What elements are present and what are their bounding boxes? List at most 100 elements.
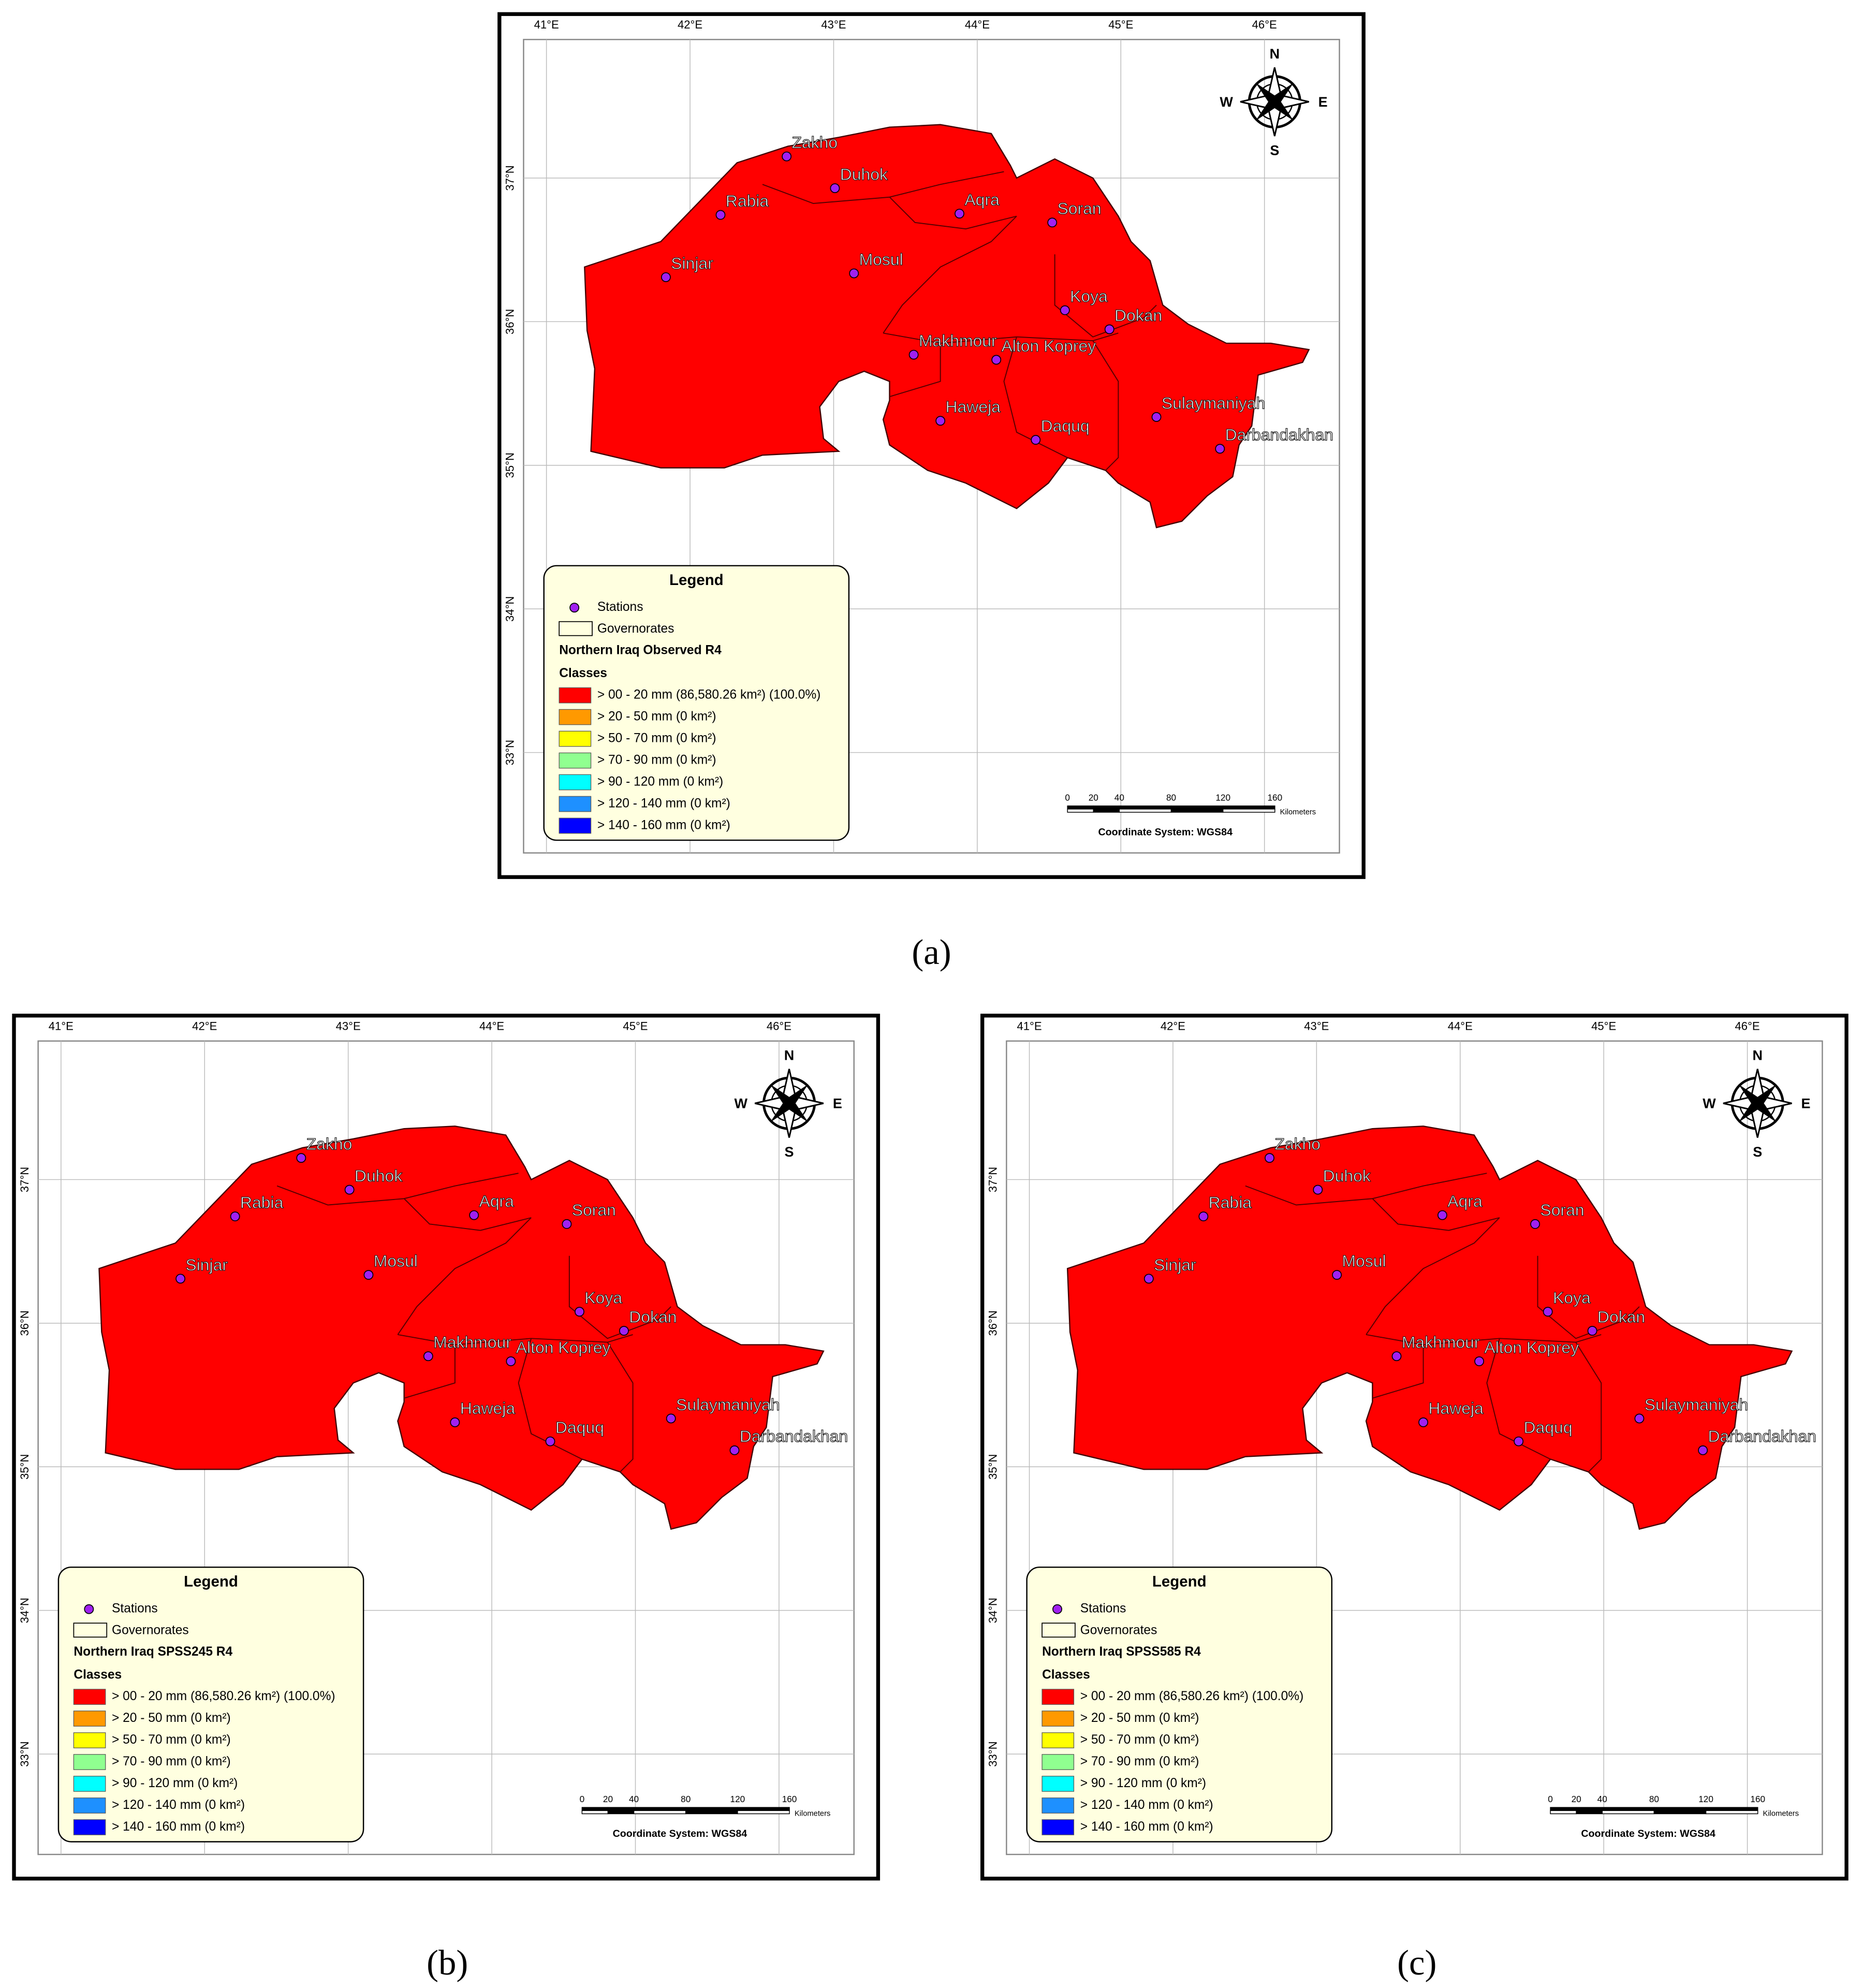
governorate-border: [607, 1342, 634, 1472]
coordinate-system: Coordinate System: WGS84: [1098, 826, 1233, 838]
lon-tick-label: 42°E: [678, 18, 702, 31]
legend-label: > 00 - 20 mm (86,580.26 km²) (100.0%): [597, 688, 821, 702]
legend-swatch: [1041, 1689, 1075, 1705]
station: [363, 1270, 374, 1280]
scale-segment: [1067, 809, 1094, 813]
station-label: Koya: [1553, 1289, 1591, 1307]
station-label: Alton Koprey: [1484, 1338, 1579, 1356]
station: [450, 1417, 460, 1427]
station-label: Mosul: [859, 250, 903, 269]
map-panel: 41°E 42°E 43°E 44°E 45°E 46°E 37°N 36°N 35°N 34°N…: [980, 1014, 1849, 1881]
station-label: Rabia: [1209, 1193, 1252, 1211]
station-label: Dokan: [1114, 306, 1162, 325]
legend-swatch: [1041, 1732, 1075, 1748]
station-label: Alton Koprey: [1002, 337, 1096, 355]
legend-label: > 140 - 160 mm (0 km²): [112, 1820, 245, 1834]
legend-swatch: [559, 774, 592, 791]
station-label: Soran: [572, 1201, 616, 1219]
map-frame: [1006, 1040, 1823, 1855]
station-label: Aqra: [964, 191, 1000, 209]
station: [562, 1219, 572, 1229]
lon-tick-label: 44°E: [965, 18, 990, 31]
legend-swatch: [1041, 1776, 1075, 1792]
scale-segment: [607, 1807, 635, 1811]
scale-tick-label: 20: [1572, 1794, 1581, 1804]
legend-station-symbol: [569, 603, 580, 613]
legend-swatch: [73, 1819, 106, 1835]
station-label: Haweja: [1428, 1399, 1484, 1417]
compass-w: W: [1220, 94, 1233, 110]
station: [729, 1445, 740, 1455]
station: [1031, 435, 1041, 445]
station-label: Rabia: [240, 1193, 284, 1211]
legend-label: Governorates: [112, 1623, 189, 1637]
scale-segment: [737, 1810, 790, 1815]
legend-subtitle: Northern Iraq Observed R4: [559, 644, 722, 657]
lat-tick-label: 36°N: [504, 309, 517, 334]
station-label: Zakho: [1274, 1135, 1321, 1153]
legend-governorate-symbol: [73, 1622, 108, 1638]
scale-tick-label: 0: [580, 1794, 585, 1804]
station: [469, 1210, 479, 1220]
station-label: Duhok: [355, 1166, 402, 1185]
lat-tick-label: 33°N: [504, 740, 517, 765]
scale-tick-label: 80: [1649, 1794, 1659, 1804]
station-label: Sinjar: [671, 254, 713, 272]
scale-tick-label: 0: [1548, 1794, 1553, 1804]
station-label: Sinjar: [1154, 1255, 1196, 1274]
legend-label: > 70 - 90 mm (0 km²): [597, 753, 716, 767]
compass-e: E: [1801, 1096, 1811, 1112]
governorate-border: [1054, 254, 1157, 338]
compass-s: S: [1753, 1144, 1762, 1160]
station: [782, 151, 792, 162]
panel-label: (b): [427, 1943, 468, 1982]
scale-segment: [1602, 1807, 1655, 1811]
station: [1151, 412, 1162, 422]
scale-segment: [1093, 809, 1120, 813]
station-label: Darbandakhan: [1708, 1427, 1816, 1445]
lon-tick-label: 46°E: [767, 1020, 791, 1033]
station: [1215, 444, 1225, 454]
lat-tick-label: 37°N: [987, 1167, 1000, 1192]
station-label: Dokan: [629, 1307, 677, 1326]
legend-subtitle: Northern Iraq SPSS245 R4: [74, 1645, 232, 1659]
station-label: Aqra: [1447, 1192, 1483, 1210]
legend-classes-title: Classes: [559, 666, 607, 680]
lon-tick-label: 43°E: [1304, 1020, 1329, 1033]
scale-segment: [1067, 805, 1094, 810]
station: [1143, 1274, 1154, 1284]
legend-swatch: [1041, 1711, 1075, 1727]
governorate-border: [889, 197, 1017, 230]
compass-center: [1752, 1098, 1763, 1108]
scale-segment: [1653, 1810, 1707, 1815]
legend-label: Governorates: [597, 622, 674, 636]
scale-tick-label: 40: [1597, 1794, 1607, 1804]
station-label: Makhmour: [433, 1333, 511, 1352]
lat-tick-label: 37°N: [18, 1167, 31, 1192]
governorate-border: [1372, 1198, 1500, 1231]
legend-swatch: [559, 752, 592, 769]
scale-tick-label: 20: [1089, 792, 1098, 802]
station: [230, 1211, 240, 1222]
compass-n: N: [784, 1047, 795, 1063]
station: [1437, 1210, 1447, 1220]
scale-segment: [607, 1810, 635, 1815]
scale-segment: [1550, 1807, 1577, 1811]
legend-swatch: [73, 1689, 106, 1705]
region: [584, 124, 1310, 529]
station-label: Sulaymaniyah: [1645, 1395, 1748, 1414]
scale-segment: [1576, 1807, 1603, 1811]
legend-label: Governorates: [1080, 1623, 1157, 1637]
legend-label: > 20 - 50 mm (0 km²): [597, 710, 716, 724]
legend-swatch: [559, 796, 592, 812]
legend-swatch: [559, 687, 592, 704]
compass-center: [1269, 96, 1280, 107]
station: [908, 349, 919, 360]
compass-w: W: [1703, 1096, 1716, 1112]
legend-classes-title: Classes: [1042, 1668, 1090, 1682]
legend-swatch: [73, 1732, 106, 1748]
compass-w: W: [735, 1096, 748, 1112]
scale-segment: [1705, 1807, 1758, 1811]
station: [1634, 1413, 1645, 1424]
legend-label: > 140 - 160 mm (0 km²): [1080, 1820, 1213, 1834]
